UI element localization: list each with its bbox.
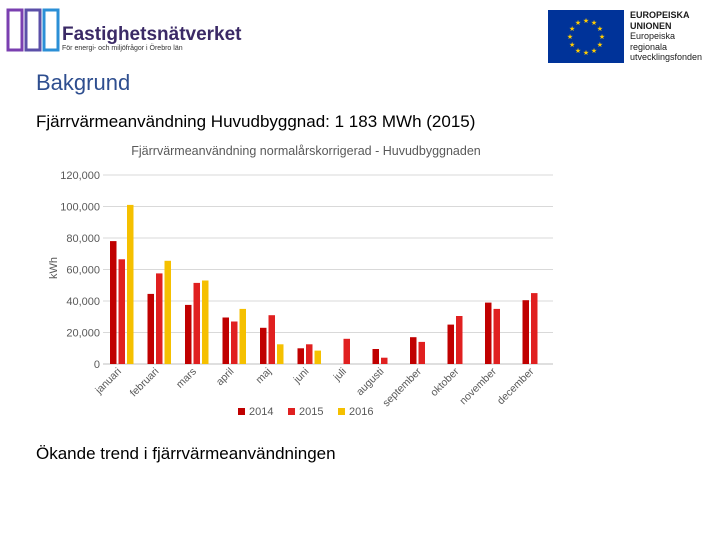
svg-text:★: ★ <box>575 47 581 55</box>
svg-text:★: ★ <box>569 41 575 49</box>
bar-2016-maj <box>277 344 284 364</box>
legend-label-2014: 2014 <box>249 406 273 418</box>
y-tick-label: 80,000 <box>66 233 100 245</box>
eu-line-3: Europeiska <box>630 31 676 41</box>
bar-2016-februari <box>164 260 171 364</box>
bar-2016-januari <box>127 204 134 364</box>
bar-2015-april <box>231 321 238 364</box>
bar-2015-augusti <box>381 357 388 364</box>
bar-2015-december <box>531 293 538 364</box>
bar-2014-december <box>522 300 529 364</box>
x-tick-label: juli <box>331 366 349 384</box>
slide-subtitle: Fjärrvärmeanvändning Huvudbyggnad: 1 183… <box>36 112 476 131</box>
bar-2015-november <box>493 308 500 364</box>
chart-title: Fjärrvärmeanvändning normalårskorrigerad… <box>131 144 481 158</box>
svg-text:★: ★ <box>583 49 589 57</box>
y-tick-label: 120,000 <box>60 170 100 182</box>
org-name: Fastighetsnätverket <box>62 24 242 45</box>
x-tick-label: juni <box>291 366 312 387</box>
svg-text:★: ★ <box>569 25 575 33</box>
x-tick-label: oktober <box>428 365 462 399</box>
svg-text:★: ★ <box>599 33 605 41</box>
eu-line-4: regionala <box>630 41 668 52</box>
bar-2015-juli <box>343 338 350 364</box>
org-tagline: För energi- och miljöfrågor i Örebro län <box>62 45 183 52</box>
legend-swatch-2016 <box>338 408 345 415</box>
y-tick-label: 100,000 <box>60 202 100 214</box>
svg-text:★: ★ <box>567 33 573 41</box>
bar-2015-juni <box>306 344 313 364</box>
x-tick-label: mars <box>174 366 199 391</box>
eu-flag-icon: ★★★★★★★★★ ★ ★★ <box>548 10 624 63</box>
eu-fund-label: EUROPEISKA UNIONEN Europeiska regionala … <box>630 10 702 63</box>
bar-2015-januari <box>118 259 125 364</box>
svg-text:★: ★ <box>583 17 589 25</box>
bar-2014-maj <box>260 327 267 364</box>
bar-2015-mars <box>193 282 200 364</box>
svg-text:★: ★ <box>591 47 597 55</box>
bar-2014-februari <box>147 293 154 364</box>
y-tick-label: 0 <box>94 359 100 371</box>
bar-2015-september <box>418 341 425 364</box>
fastighetsnatverket-logo <box>6 8 60 52</box>
bar-2015-februari <box>156 273 163 364</box>
legend-label-2016: 2016 <box>349 406 373 418</box>
bar-2014-juni <box>297 348 304 365</box>
bar-2015-maj <box>268 315 275 364</box>
y-tick-label: 60,000 <box>66 265 100 277</box>
bar-2014-januari <box>110 241 117 364</box>
bar-2014-april <box>222 317 229 364</box>
bar-2016-juni <box>314 350 321 364</box>
y-axis-label: kWh <box>48 257 60 279</box>
eu-line-5: utvecklingsfonden <box>630 52 703 62</box>
x-tick-label: december <box>495 365 537 407</box>
bar-2014-september <box>410 337 417 364</box>
bar-2016-mars <box>202 280 209 364</box>
svg-text:★: ★ <box>575 19 581 27</box>
legend-swatch-2014 <box>238 408 245 415</box>
bar-2014-mars <box>185 304 192 364</box>
bar-2014-augusti <box>372 349 379 364</box>
bar-2014-oktober <box>447 324 454 364</box>
bar-2015-oktober <box>456 316 463 364</box>
svg-text:★: ★ <box>597 41 603 49</box>
x-tick-label: november <box>457 365 499 407</box>
eu-line-2: UNIONEN <box>630 20 672 31</box>
svg-text:★: ★ <box>597 25 603 33</box>
eu-line-1: EUROPEISKA <box>630 10 690 20</box>
legend-swatch-2015 <box>288 408 295 415</box>
svg-text:★: ★ <box>591 19 597 27</box>
x-tick-label: september <box>380 365 424 409</box>
bar-2014-november <box>485 302 492 364</box>
x-tick-label: maj <box>253 366 273 386</box>
y-tick-label: 20,000 <box>66 328 100 340</box>
x-tick-label: februari <box>128 366 162 400</box>
legend-label-2015: 2015 <box>299 406 323 418</box>
slide-title: Bakgrund <box>36 70 131 95</box>
bottom-text: Ökande trend i fjärrvärmeanvändningen <box>36 444 336 463</box>
bar-2016-april <box>239 308 246 364</box>
y-tick-label: 40,000 <box>66 296 100 308</box>
x-tick-label: april <box>214 366 237 389</box>
x-tick-label: augusti <box>354 366 386 398</box>
